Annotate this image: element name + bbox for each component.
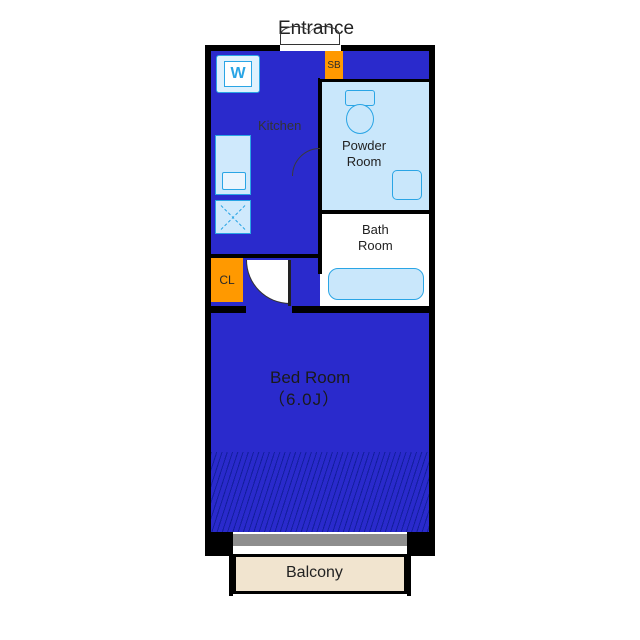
wall-right: [429, 45, 435, 555]
floorplan-stage: Entrance Bath Room Powder Room W SB Kitc…: [0, 0, 640, 640]
toilet-bowl-icon: [346, 104, 374, 134]
entrance-door-icon: [280, 27, 340, 45]
powder-wall-left: [318, 80, 322, 212]
bedroom-size: （6.0J）: [268, 390, 340, 410]
closet-label: CL: [219, 273, 234, 287]
closet: CL: [211, 258, 243, 302]
pillar-bottom-left: [205, 532, 233, 554]
window-band: [233, 534, 407, 546]
washer-badge-text: W: [230, 65, 245, 82]
hall-bed-door-leaf: [288, 260, 291, 306]
bath-room-label: Bath Room: [358, 222, 393, 253]
shoebox-label: SB: [327, 60, 340, 71]
kitchen-extra-icon: [215, 200, 251, 234]
balcony-label: Balcony: [286, 563, 343, 582]
bed-door-opening: [246, 306, 292, 313]
powder-room-label: Powder Room: [342, 138, 386, 169]
bath-wall-left: [318, 214, 322, 274]
sink-icon: [392, 170, 422, 200]
washer-badge: W: [224, 61, 252, 87]
pillar-bottom-right: [407, 532, 435, 554]
bedroom-area: [211, 313, 429, 532]
bed-top-wall: [205, 306, 435, 313]
closet-top-wall: [211, 254, 321, 258]
wall-bottom-right: [407, 552, 435, 556]
bathtub-icon: [328, 268, 424, 300]
kitchen-counter-icon: [215, 135, 251, 195]
bedroom-title: Bed Room: [270, 368, 350, 388]
kitchen-label: Kitchen: [258, 118, 301, 134]
balcony-side-right: [407, 552, 411, 596]
shoebox: SB: [325, 51, 343, 79]
